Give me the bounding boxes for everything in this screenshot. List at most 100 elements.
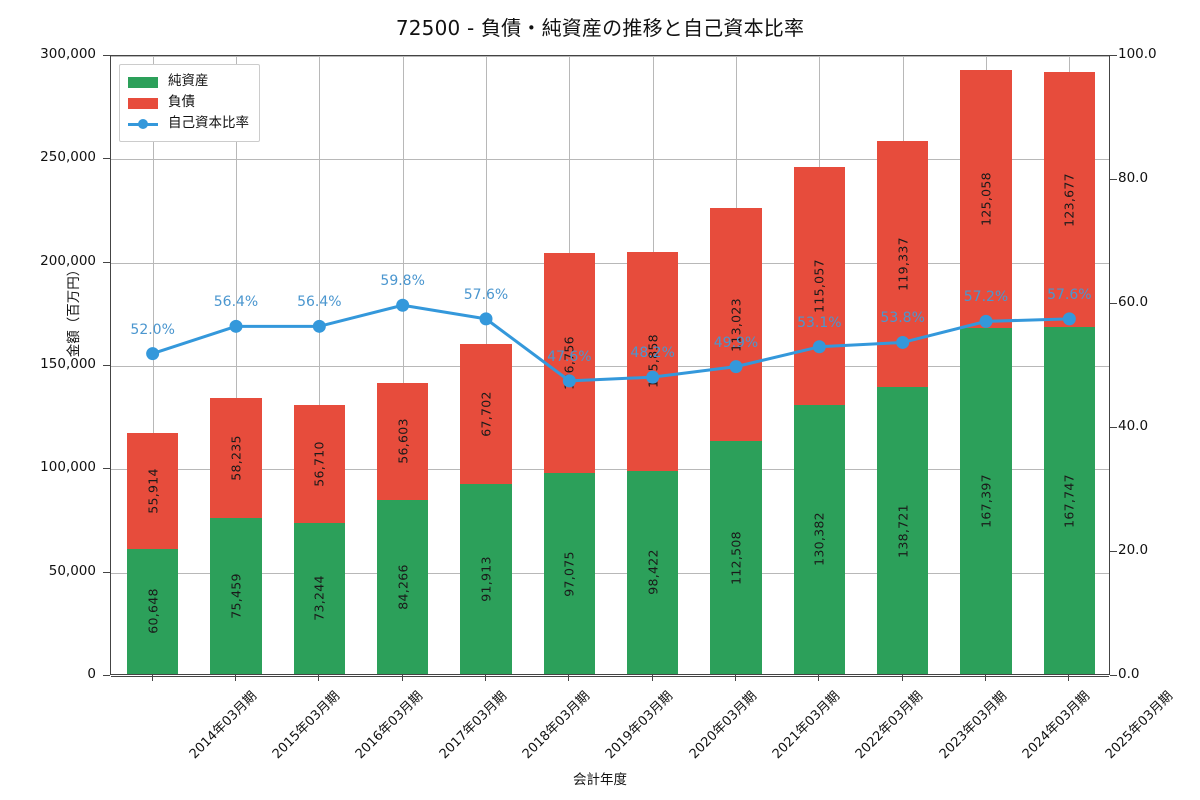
bar-stack[interactable]: 167,747 123,677 — [1043, 71, 1096, 674]
bar-value-label-equity: 138,721 — [895, 503, 911, 558]
bar-value-label-liabilities: 56,710 — [311, 441, 327, 487]
bar-segment-equity[interactable]: 167,397 — [960, 328, 1012, 674]
bar-value-label-liabilities: 67,702 — [478, 391, 494, 437]
ratio-value-label: 57.6% — [1047, 286, 1092, 303]
ratio-value-label: 57.6% — [463, 286, 509, 303]
bar-value-label-liabilities: 115,057 — [811, 258, 827, 313]
ratio-value-label: 56.4% — [297, 294, 342, 311]
bar-stack[interactable]: 138,721 119,337 — [876, 140, 929, 674]
bar-segment-liabilities[interactable]: 113,023 — [710, 207, 762, 442]
bar-segment-liabilities[interactable]: 58,235 — [210, 397, 262, 519]
x-axis-tick-label: 2014年03月期 — [186, 688, 260, 763]
y-axis-left-tick-label: 0 — [87, 666, 96, 682]
x-axis-tick-mark — [485, 675, 486, 681]
bar-value-label-liabilities: 55,914 — [145, 468, 161, 514]
bar-value-label-equity: 98,422 — [645, 549, 661, 596]
bar-segment-equity[interactable]: 91,913 — [460, 484, 512, 674]
gridline-horizontal — [111, 572, 1109, 574]
bar-stack[interactable]: 112,508 113,023 — [710, 207, 762, 674]
bar-segment-equity[interactable]: 60,648 — [126, 548, 179, 674]
y-axis-left-tick-label: 100,000 — [40, 459, 96, 476]
x-axis-tick-mark — [151, 675, 153, 681]
y-axis-right-tick-label: 40.0 — [1118, 418, 1149, 434]
bar-segment-liabilities[interactable]: 119,337 — [876, 140, 929, 388]
bar-stack[interactable]: 75,459 58,235 — [210, 397, 262, 674]
y-axis-left-tick-label: 200,000 — [40, 252, 96, 269]
bar-segment-liabilities[interactable]: 55,914 — [126, 433, 179, 549]
bar-segment-equity[interactable]: 112,508 — [710, 441, 762, 674]
legend-label-equity: 純資産 — [168, 73, 209, 90]
x-axis-tick-mark — [735, 675, 736, 681]
bar-segment-liabilities[interactable]: 56,603 — [376, 382, 429, 500]
y-axis-right-tick-label: 20.0 — [1118, 542, 1149, 558]
x-axis-title: 会計年度 — [573, 772, 627, 788]
legend-item-liabilities: 負債 — [128, 93, 249, 113]
bar-stack[interactable]: 60,648 55,914 — [126, 433, 179, 674]
bar-value-label-equity: 167,747 — [1061, 473, 1077, 528]
y-axis-left-tick-mark — [103, 55, 110, 56]
bar-segment-equity[interactable]: 75,459 — [210, 518, 262, 674]
x-axis-tick-label: 2025年03月期 — [1103, 688, 1177, 763]
x-axis-tick-label: 2024年03月期 — [1019, 688, 1094, 763]
bar-stack[interactable]: 98,422 105,858 — [626, 251, 679, 674]
legend-label-liabilities: 負債 — [168, 94, 195, 111]
x-axis-tick-mark — [651, 675, 653, 681]
bar-segment-liabilities[interactable]: 115,057 — [793, 166, 846, 405]
bar-stack[interactable]: 167,397 125,058 — [960, 69, 1012, 674]
bar-stack[interactable]: 91,913 67,702 — [460, 344, 512, 674]
bar-value-label-equity: 97,075 — [561, 550, 577, 597]
bar-segment-liabilities[interactable]: 105,858 — [626, 251, 679, 471]
y-axis-left-tick-mark — [103, 571, 110, 573]
legend-item-equity-ratio: 自己資本比率 — [128, 114, 249, 134]
x-axis-tick-mark — [818, 675, 820, 681]
bar-stack[interactable]: 130,382 115,057 — [793, 166, 846, 674]
bar-value-label-liabilities: 105,858 — [645, 334, 661, 389]
bar-value-label-equity: 75,459 — [228, 573, 244, 619]
y-axis-left-tick-mark — [103, 675, 110, 676]
x-axis-tick-mark — [235, 675, 236, 681]
ratio-value-label: 52.0% — [130, 321, 175, 338]
bar-value-label-liabilities: 123,677 — [1061, 172, 1077, 227]
bar-stack[interactable]: 84,266 56,603 — [376, 382, 429, 674]
ratio-value-label: 57.2% — [963, 289, 1009, 306]
bar-segment-equity[interactable]: 73,244 — [293, 522, 346, 674]
y-axis-right-tick-label: 100.0 — [1118, 46, 1157, 62]
x-axis-tick-mark — [901, 675, 903, 681]
y-axis-right-tick-label: 80.0 — [1118, 170, 1149, 186]
y-axis-right-tick-mark — [1110, 427, 1117, 428]
y-axis-right-tick-mark — [1110, 179, 1117, 180]
bar-segment-equity[interactable]: 98,422 — [626, 470, 679, 674]
gridline-horizontal — [111, 469, 1109, 471]
x-axis-tick-label: 2019年03月期 — [603, 688, 677, 763]
ratio-value-label: 53.8% — [880, 310, 925, 327]
bar-segment-liabilities[interactable]: 67,702 — [460, 344, 512, 485]
x-axis-tick-label: 2015年03月期 — [269, 688, 344, 763]
ratio-line-path — [152, 303, 1070, 383]
x-axis-tick-mark — [401, 675, 403, 681]
y-axis-left-tick-mark — [103, 261, 110, 263]
gridline-horizontal — [111, 159, 1109, 161]
x-axis-tick-mark — [1068, 675, 1070, 681]
x-axis-tick-label: 2017年03月期 — [436, 688, 510, 763]
bar-segment-equity[interactable]: 138,721 — [876, 387, 929, 674]
x-axis-tick-mark — [568, 675, 570, 681]
bar-value-label-equity: 167,397 — [978, 474, 994, 528]
bar-segment-equity[interactable]: 167,747 — [1043, 327, 1096, 674]
x-axis-tick-label: 2022年03月期 — [853, 688, 927, 763]
bar-stack[interactable]: 73,244 56,710 — [293, 405, 346, 674]
bar-segment-liabilities[interactable]: 56,710 — [293, 405, 346, 523]
bar-segment-liabilities[interactable]: 125,058 — [960, 69, 1012, 329]
gridline-horizontal — [111, 262, 1109, 264]
y-axis-right-tick-mark — [1110, 551, 1117, 552]
chart-title: 72500 - 負債・純資産の推移と自己資本比率 — [395, 16, 805, 40]
bar-value-label-liabilities: 125,058 — [978, 171, 994, 226]
bar-segment-liabilities[interactable]: 123,677 — [1043, 71, 1096, 328]
bar-segment-equity[interactable]: 84,266 — [376, 499, 429, 674]
ratio-value-label: 49.9% — [713, 334, 759, 351]
bar-stack[interactable]: 97,075 106,756 — [543, 252, 596, 674]
bar-value-label-equity: 73,244 — [311, 575, 327, 622]
bar-value-label-equity: 60,648 — [145, 588, 161, 635]
bar-segment-equity[interactable]: 130,382 — [793, 404, 846, 674]
bar-segment-equity[interactable]: 97,075 — [543, 473, 596, 674]
